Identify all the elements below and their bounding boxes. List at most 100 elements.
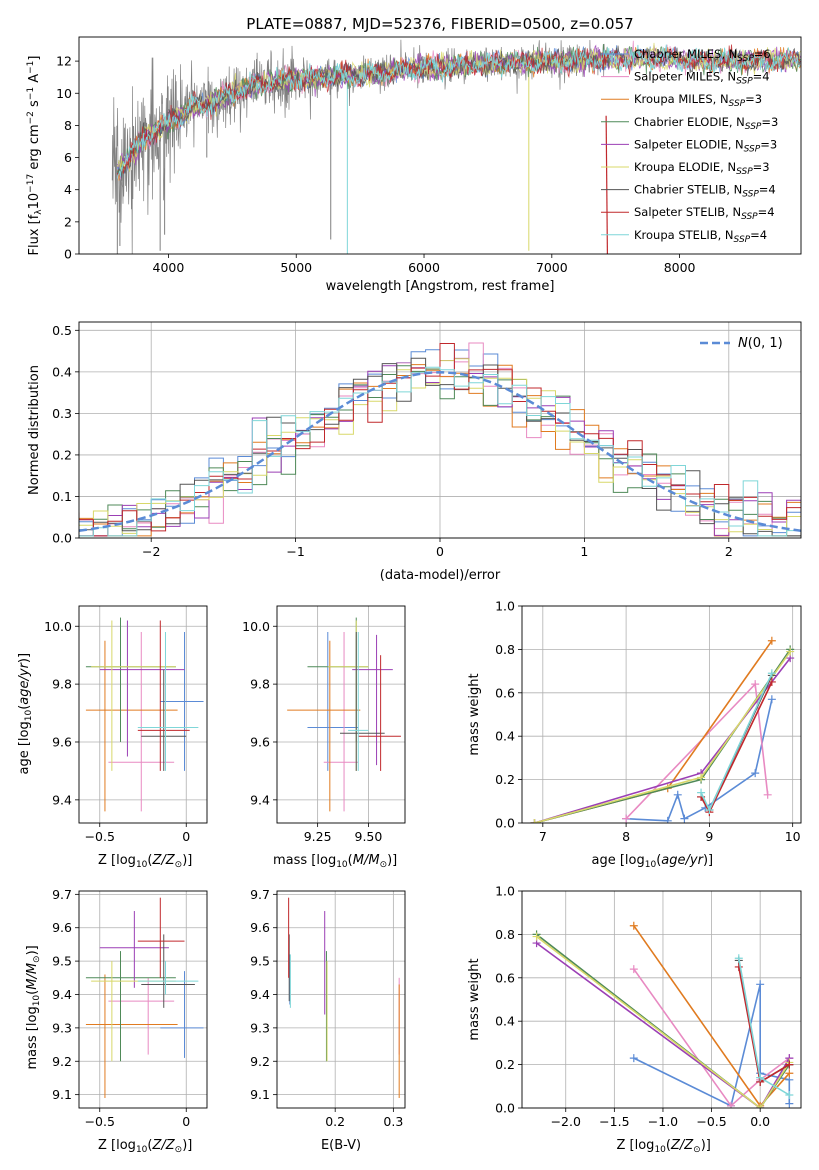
weight-marker-salpeter_miles bbox=[622, 814, 631, 823]
ticks-mass_vs_ebv: 0.2 0.3 9.1 9.2 9.3 9.4 9.5 9.6 9.7 bbox=[250, 887, 403, 1129]
weight-marker-kroupa_stelib bbox=[697, 788, 706, 797]
x-tick-label: 7 bbox=[539, 829, 547, 844]
chart-mass_vs_Z: −0.5 0 9.1 9.2 9.3 9.4 9.5 9.6 9.7 Z [log10(Z/Z⊙)… bbox=[25, 887, 208, 1155]
y-tick-label: 10 bbox=[56, 86, 72, 101]
weight-marker-salpeter_miles bbox=[727, 1101, 736, 1108]
weight-line-salpeter_elodie bbox=[536, 942, 790, 1108]
y-tick-label: 1.0 bbox=[495, 599, 515, 614]
ticks-age_vs_Z: −0.5 0 9.4 9.6 9.8 10.0 bbox=[44, 619, 190, 844]
x-axis-label: Z [log10(Z/Z⊙)] bbox=[98, 853, 192, 870]
x-tick-label: 8000 bbox=[664, 260, 696, 275]
y-tick-label: 0.0 bbox=[52, 531, 72, 546]
errorbars bbox=[288, 897, 400, 1098]
chart-age_vs_Z: −0.5 0 9.4 9.6 9.8 10.0 Z [log10(Z/Z⊙)] age [lo… bbox=[17, 605, 208, 870]
x-tick-label: 0.2 bbox=[325, 1114, 345, 1129]
weight-marker-kroupa_miles bbox=[629, 921, 638, 930]
x-tick-label: 8 bbox=[622, 829, 630, 844]
y-axis-label: age [log10(age/yr)] bbox=[17, 653, 34, 775]
y-tick-label: 9.4 bbox=[250, 792, 270, 807]
axes-frame-weight_vs_age bbox=[521, 605, 802, 824]
y-tick-label: 0.2 bbox=[52, 447, 72, 462]
y-tick-label: 1.0 bbox=[495, 884, 515, 899]
weight-line-kroupa_miles bbox=[534, 640, 773, 823]
ticks-residuals: −2 −1 0 1 2 0.0 0.1 0.2 0.3 0.4 0.5 bbox=[52, 323, 733, 559]
axes-frame-weight_vs_Z bbox=[521, 890, 802, 1109]
errorbars bbox=[85, 617, 204, 812]
x-tick-label: −1.5 bbox=[599, 1114, 629, 1129]
x-tick-label: 0 bbox=[436, 544, 444, 559]
x-tick-label: 10 bbox=[785, 829, 801, 844]
axes-frame-mass_vs_Z bbox=[78, 890, 208, 1109]
y-axis-label: Flux [fλ10−17 erg cm−2 s−1 A−1] bbox=[26, 56, 44, 256]
ticks-weight_vs_age: 7 8 9 10 0.0 0.2 0.4 0.6 0.8 1.0 bbox=[495, 599, 801, 845]
weight-line-chabrier_miles bbox=[626, 699, 773, 822]
chart-mass_vs_ebv: 0.2 0.3 9.1 9.2 9.3 9.4 9.5 9.6 9.7 E(B-V) bbox=[250, 887, 406, 1153]
weight-marker-chabrier_miles bbox=[680, 814, 689, 823]
x-axis-label: (data-model)/error bbox=[380, 568, 501, 583]
y-tick-label: 0.6 bbox=[495, 685, 515, 700]
x-axis-label: mass [log10(M/M⊙)] bbox=[273, 853, 397, 870]
y-tick-label: 10.0 bbox=[242, 619, 270, 634]
x-tick-label: 4000 bbox=[153, 260, 185, 275]
y-tick-label: 0.5 bbox=[52, 323, 72, 338]
y-tick-label: 0.1 bbox=[52, 489, 72, 504]
weight-marker-chabrier_miles bbox=[751, 769, 760, 778]
y-axis-label: Normed distribution bbox=[27, 365, 42, 495]
weight-lines bbox=[530, 636, 795, 823]
axes-frame-residuals bbox=[78, 321, 802, 539]
weight-marker-kroupa_elodie bbox=[756, 1104, 765, 1108]
y-tick-label: 4 bbox=[64, 182, 72, 197]
x-tick-label: −1.0 bbox=[648, 1114, 678, 1129]
y-tick-label: 9.1 bbox=[250, 1087, 270, 1102]
weight-line-salpeter_miles bbox=[625, 682, 769, 820]
weight-line-salpeter_miles bbox=[633, 968, 790, 1107]
y-tick-label: 9.4 bbox=[52, 987, 72, 1002]
legend-label: Kroupa MILES, NSSP=3 bbox=[634, 92, 762, 109]
x-tick-label: −0.5 bbox=[85, 1114, 115, 1129]
weight-marker-salpeter_miles bbox=[751, 680, 760, 689]
weight-marker-chabrier_miles bbox=[767, 695, 776, 704]
x-tick-label: 5000 bbox=[280, 260, 312, 275]
x-tick-label: 0 bbox=[182, 829, 190, 844]
legend-label: Salpeter STELIB, NSSP=4 bbox=[634, 205, 775, 222]
y-tick-label: 8 bbox=[64, 118, 72, 133]
legend-label: Salpeter ELODIE, NSSP=3 bbox=[634, 137, 777, 154]
weight-marker-kroupa_stelib bbox=[756, 1073, 765, 1082]
errorbars bbox=[85, 897, 204, 1098]
spectrum-lines bbox=[111, 39, 801, 254]
y-tick-label: 0.8 bbox=[495, 927, 515, 942]
model-spectrum-kroupa_stelib bbox=[116, 44, 801, 179]
salpeter-stelib-drop bbox=[605, 115, 609, 254]
grid-mass_vs_ebv bbox=[277, 891, 405, 1108]
y-tick-label: 10.0 bbox=[44, 619, 72, 634]
y-tick-label: 9.4 bbox=[52, 792, 72, 807]
weight-marker-chabrier_miles bbox=[673, 790, 682, 799]
axes-frame-spectrum bbox=[78, 36, 802, 255]
weight-lines bbox=[532, 921, 794, 1108]
normal-curve bbox=[79, 371, 801, 532]
y-axis-label: mass weight bbox=[467, 673, 482, 755]
x-axis-label: Z [log10(Z/Z⊙)] bbox=[617, 1138, 711, 1155]
y-tick-label: 0.3 bbox=[52, 406, 72, 421]
weight-line-kroupa_elodie bbox=[534, 651, 791, 823]
x-tick-label: −2.0 bbox=[551, 1114, 581, 1129]
x-tick-label: −0.5 bbox=[696, 1114, 726, 1129]
legend-label: Chabrier STELIB, NSSP=4 bbox=[634, 183, 776, 200]
chart-weight_vs_age: 7 8 9 10 0.0 0.2 0.4 0.6 0.8 1.0 mass weight age [l… bbox=[467, 599, 802, 870]
chart-residuals: −2 −1 0 1 2 0.0 0.1 0.2 0.3 0.4 0.5 (data-model)/er… bbox=[27, 321, 802, 583]
errorbars bbox=[287, 617, 401, 812]
y-tick-label: 9.6 bbox=[250, 734, 270, 749]
y-axis-label: mass weight bbox=[467, 958, 482, 1040]
weight-marker-kroupa_stelib bbox=[734, 954, 743, 963]
y-tick-label: 0 bbox=[64, 247, 72, 262]
x-tick-label: 9.50 bbox=[355, 829, 383, 844]
y-tick-label: 6 bbox=[64, 150, 72, 165]
y-tick-label: 9.5 bbox=[250, 954, 270, 969]
figure-title: PLATE=0887, MJD=52376, FIBERID=0500, z=0… bbox=[246, 15, 633, 33]
y-tick-label: 0.0 bbox=[495, 816, 515, 831]
y-axis-label: mass [log10(M/M⊙)] bbox=[25, 945, 42, 1069]
y-tick-label: 9.6 bbox=[52, 734, 72, 749]
y-tick-label: 9.6 bbox=[52, 920, 72, 935]
y-tick-label: 0.2 bbox=[495, 1057, 515, 1072]
